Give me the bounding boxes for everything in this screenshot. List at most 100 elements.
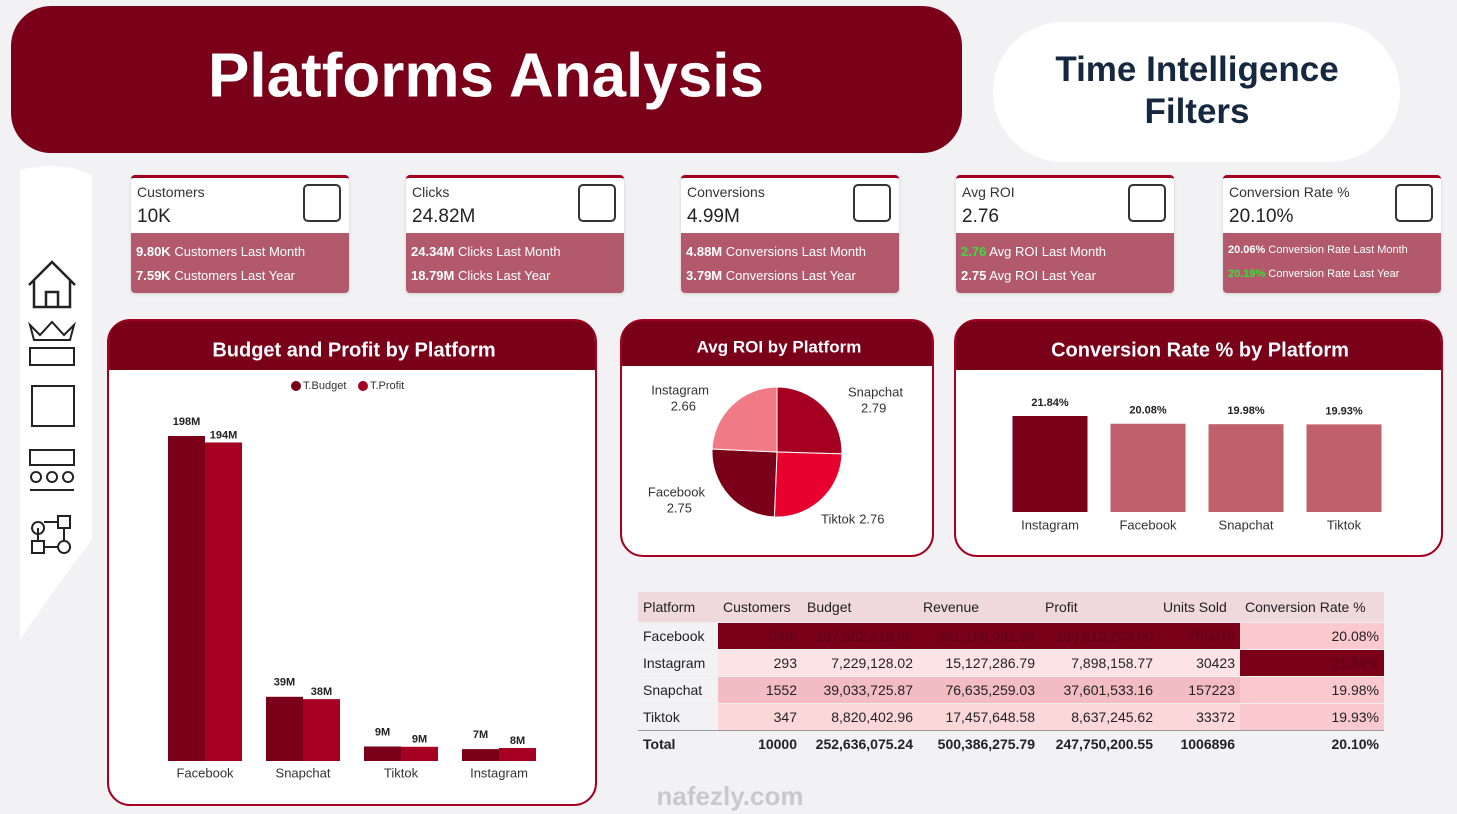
panel-header — [622, 321, 932, 366]
data-label: 20.08% — [1129, 405, 1167, 417]
column-header: Budget — [802, 592, 918, 623]
kpi-compare-label: Conversions Last Year — [725, 268, 856, 283]
kpi-card: Conversion Rate % 20.10% 20.06% Conversion… — [1223, 175, 1441, 293]
kpi-compare: 9.80K Customers Last Month 7.59K Customer… — [131, 233, 349, 293]
kpi-compare-value: 20.19% — [1228, 268, 1266, 280]
bar — [168, 436, 205, 761]
data-label: 9M — [375, 726, 390, 738]
kpi-compare-value: 9.80K — [136, 244, 171, 259]
data-label: 19.98% — [1227, 405, 1265, 417]
table-cell: 7,229,128.02 — [802, 649, 918, 677]
kpi-compare-line: 9.80K Customers Last Month — [136, 244, 305, 259]
table-cell: 30423 — [1158, 649, 1240, 677]
kpi-icon — [303, 184, 341, 222]
table-cell: Tiktok — [643, 709, 680, 725]
kpi-value: 20.10% — [1229, 206, 1294, 227]
table-row: Facebook 7808 197,552,818.39 391,166,081.39… — [638, 622, 1384, 650]
data-label: 39M — [274, 677, 295, 689]
kpi-icon — [1128, 184, 1166, 222]
table-cell: 8,637,245.62 — [1040, 703, 1158, 731]
column-header: Conversion Rate % — [1240, 592, 1384, 623]
kpi-compare-line: 4.88M Conversions Last Month — [686, 244, 866, 259]
ads-icon[interactable] — [31, 385, 75, 427]
table-cell: 391,166,081.39 — [918, 622, 1040, 650]
table-cell: 7808 — [718, 622, 802, 650]
kpi-value: 2.76 — [962, 206, 999, 227]
kpi-value: 24.82M — [412, 206, 476, 227]
page-title: Platforms Analysis — [208, 41, 764, 110]
bar — [1306, 424, 1382, 512]
table-cell: 33372 — [1158, 703, 1240, 731]
x-tick-label: Tiktok — [384, 765, 419, 780]
x-tick-label: Snapchat — [276, 765, 331, 780]
table-header-row: Platform Customers Budget Revenue Profit Unit… — [638, 592, 1384, 623]
table-cell: 157223 — [1158, 676, 1240, 704]
slice-label: Instagram — [651, 382, 709, 397]
table-cell: 293 — [718, 649, 802, 677]
slice-value: 2.76 — [859, 511, 884, 526]
table-total-cell: 10000 — [718, 730, 802, 757]
kpi-compare-line: 2.76 Avg ROI Last Month — [961, 244, 1106, 259]
bar — [303, 699, 340, 761]
kpi-compare-label: Customers Last Year — [174, 268, 296, 283]
kpi-card: Avg ROI 2.76 2.76 Avg ROI Last Month 2.75 A… — [956, 175, 1174, 293]
table-total-cell: 247,750,200.55 — [1040, 730, 1158, 757]
kpi-compare-label: Conversions Last Month — [725, 244, 866, 259]
kpi-compare-value: 2.76 — [961, 244, 987, 259]
kpi-compare-line: 3.79M Conversions Last Year — [686, 268, 856, 283]
brand-icon[interactable] — [28, 320, 76, 366]
bar — [205, 442, 242, 761]
chart-title: Budget and Profit by Platform — [212, 339, 495, 361]
kpi-compare-label: Conversion Rate Last Month — [1268, 244, 1408, 256]
kpi-compare-value: 18.79M — [411, 268, 455, 283]
bar — [1110, 423, 1186, 512]
data-label: 19.93% — [1325, 405, 1363, 417]
data-label: 198M — [173, 416, 201, 428]
table-cell: 21.84% — [1240, 649, 1384, 677]
bar — [499, 748, 536, 761]
kpi-compare-label: Avg ROI Last Month — [989, 244, 1107, 259]
home-icon[interactable] — [28, 260, 76, 309]
column-header: Profit — [1040, 592, 1158, 623]
table-cell: Facebook — [643, 628, 705, 644]
legend-label: T.Profit — [370, 380, 404, 392]
sidebar — [20, 166, 92, 640]
bar — [364, 746, 401, 761]
kpi-icon — [578, 184, 616, 222]
table-total-cell: 1006896 — [1158, 730, 1240, 757]
table-cell: Snapchat — [643, 682, 703, 698]
table-cell: 8,820,402.96 — [802, 703, 918, 731]
table-cell: 785878 — [1158, 622, 1240, 650]
filters-pill[interactable] — [993, 22, 1400, 162]
table-cell: 76,635,259.03 — [918, 676, 1040, 704]
sidebar-icons — [28, 260, 76, 554]
kpi-compare-value: 24.34M — [411, 244, 455, 259]
kpi-compare-label: Conversion Rate Last Year — [1268, 268, 1400, 280]
kpi-compare-line: 7.59K Customers Last Year — [136, 268, 295, 283]
bar — [462, 749, 499, 761]
table-total-cell: 252,636,075.24 — [802, 730, 918, 757]
customers-icon[interactable] — [29, 449, 75, 491]
kpi-compare-value: 7.59K — [136, 268, 171, 283]
filters-title: Time Intelligence Filters — [1055, 50, 1338, 131]
kpi-card: Conversions 4.99M 4.88M Conversions Last M… — [681, 175, 899, 293]
table-cell: 39,033,725.87 — [802, 676, 918, 704]
bar — [1012, 416, 1088, 512]
kpi-compare: 4.88M Conversions Last Month 3.79M Conver… — [681, 233, 899, 293]
kpi-compare-label: Clicks Last Month — [458, 244, 561, 259]
slice-label: Tiktok — [821, 511, 856, 526]
table-cell: 7,898,158.77 — [1040, 649, 1158, 677]
data-label: 7M — [473, 729, 488, 741]
kpi-compare-line: 20.06% Conversion Rate Last Month — [1228, 244, 1408, 256]
platforms-icon[interactable] — [31, 515, 72, 554]
x-tick-label: Instagram — [1021, 517, 1079, 532]
table-cell: 1552 — [718, 676, 802, 704]
legend-label: T.Budget — [303, 380, 346, 392]
kpi-card: Customers 10K 9.80K Customers Last Month 7.… — [131, 175, 349, 293]
kpi-icon — [853, 184, 891, 222]
kpi-label: Avg ROI — [962, 184, 1015, 200]
kpi-value: 4.99M — [687, 206, 740, 227]
panel-header — [956, 321, 1441, 370]
pie-slice — [773, 451, 843, 518]
